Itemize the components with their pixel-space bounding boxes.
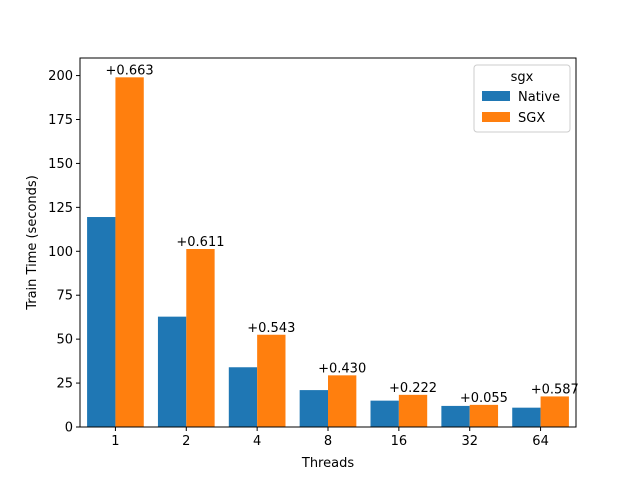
bar-native-2 [157,316,187,427]
y-axis-label: Train Time (seconds) [25,175,40,311]
bar-sgx-1 [115,77,144,427]
bar-native-64 [512,407,541,427]
legend-title: sgx [511,70,534,85]
y-tick-label-175: 175 [48,113,73,128]
bar-sgx-8 [328,375,357,427]
bar-native-4 [228,367,258,427]
y-tick-label-0: 0 [65,421,73,436]
bars-layer [87,77,569,427]
bar-sgx-32 [469,404,499,427]
y-tick-label-125: 125 [48,201,73,216]
x-tick-label-2: 2 [182,434,190,449]
annotation-8: +0.430 [318,361,366,376]
y-tick-label-50: 50 [56,333,73,348]
x-axis-label: Threads [301,456,354,471]
bar-native-8 [299,390,328,427]
bar-native-16 [370,400,399,427]
annotations-layer: +0.663 +0.611 +0.543 +0.430 +0.222 +0.055 +0.5… [106,63,579,406]
y-tick-label-75: 75 [56,289,73,304]
bar-sgx-4 [257,334,286,427]
y-tick-label-25: 25 [56,377,73,392]
legend-label-native: Native [518,90,560,105]
annotation-1: +0.663 [106,63,154,78]
x-tick-label-32: 32 [461,434,478,449]
x-tick-label-16: 16 [391,434,408,449]
annotation-16: +0.222 [389,381,437,396]
x-tick-label-4: 4 [253,434,261,449]
bar-native-32 [441,405,470,427]
annotation-64: +0.587 [531,382,579,397]
bar-sgx-2 [186,249,215,427]
y-tick-label-150: 150 [48,157,73,172]
legend-label-sgx: SGX [518,111,545,126]
legend: sgx Native SGX [473,64,571,133]
x-tick-label-8: 8 [324,434,332,449]
bar-sgx-16 [398,394,428,427]
annotation-2: +0.611 [176,235,224,250]
annotation-32: +0.055 [460,391,508,406]
legend-swatch-native [482,91,510,101]
axes-layer: 0 25 50 75 100 125 150 175 200 1 2 4 8 16 32 64 [48,57,577,449]
y-tick-label-200: 200 [48,69,73,84]
y-tick-label-100: 100 [48,245,73,260]
annotation-4: +0.543 [247,321,295,336]
legend-swatch-sgx [482,112,510,122]
x-tick-label-1: 1 [111,434,119,449]
bar-sgx-64 [540,396,569,427]
bar-native-1 [87,217,116,427]
x-tick-label-64: 64 [532,434,549,449]
